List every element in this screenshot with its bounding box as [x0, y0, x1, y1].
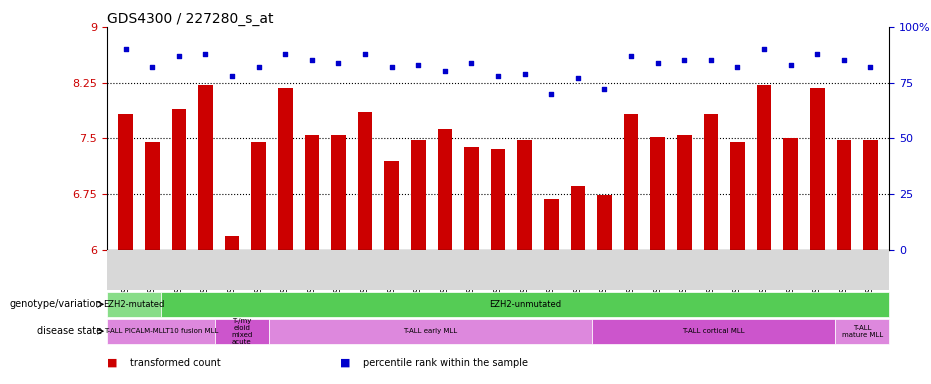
Bar: [107, 319, 215, 344]
Bar: [757, 85, 772, 250]
Point: [836, 57, 851, 63]
Text: T-ALL cortical MLL: T-ALL cortical MLL: [682, 328, 745, 334]
Point: [783, 62, 798, 68]
Point: [810, 51, 825, 57]
Point: [704, 57, 719, 63]
Bar: [171, 109, 186, 250]
Text: percentile rank within the sample: percentile rank within the sample: [363, 358, 528, 368]
Text: EZH2-mutated: EZH2-mutated: [103, 300, 165, 309]
Bar: [491, 149, 506, 250]
Bar: [198, 85, 213, 250]
Bar: [704, 114, 718, 250]
Bar: [863, 140, 878, 250]
Point: [518, 71, 533, 77]
Bar: [810, 88, 825, 250]
Point: [358, 51, 372, 57]
Point: [198, 51, 213, 57]
Bar: [251, 142, 266, 250]
Bar: [358, 112, 372, 250]
Bar: [269, 319, 592, 344]
Bar: [592, 319, 835, 344]
Point: [145, 64, 160, 70]
Text: T-ALL
mature MLL: T-ALL mature MLL: [842, 325, 883, 338]
Bar: [465, 147, 479, 250]
Point: [385, 64, 399, 70]
Point: [571, 75, 586, 81]
Point: [730, 64, 745, 70]
Bar: [837, 140, 851, 250]
Text: T-/my
eloid
mixed
acute: T-/my eloid mixed acute: [231, 318, 252, 345]
Point: [171, 53, 186, 59]
Bar: [145, 142, 159, 250]
Bar: [518, 140, 532, 250]
Text: genotype/variation: genotype/variation: [10, 299, 102, 310]
Point: [411, 62, 425, 68]
Bar: [835, 319, 889, 344]
Bar: [624, 114, 639, 250]
Point: [597, 86, 612, 92]
Text: GDS4300 / 227280_s_at: GDS4300 / 227280_s_at: [107, 12, 274, 26]
Text: EZH2-unmutated: EZH2-unmutated: [489, 300, 561, 309]
Bar: [544, 199, 559, 250]
Bar: [224, 236, 239, 250]
Point: [650, 60, 665, 66]
Point: [491, 73, 506, 79]
Point: [624, 53, 639, 59]
Text: T-ALL PICALM-MLLT10 fusion MLL: T-ALL PICALM-MLLT10 fusion MLL: [104, 328, 218, 334]
Bar: [677, 134, 692, 250]
Point: [304, 57, 319, 63]
Bar: [438, 129, 452, 250]
Point: [277, 51, 292, 57]
Text: ■: ■: [340, 358, 350, 368]
Point: [118, 46, 133, 52]
Bar: [107, 292, 161, 317]
Bar: [304, 134, 319, 250]
Bar: [783, 138, 798, 250]
Bar: [651, 137, 665, 250]
Bar: [118, 114, 133, 250]
Point: [677, 57, 692, 63]
Bar: [331, 134, 345, 250]
Bar: [730, 142, 745, 250]
Point: [464, 60, 479, 66]
Bar: [215, 319, 269, 344]
Point: [544, 91, 559, 97]
Bar: [278, 88, 292, 250]
Bar: [385, 161, 399, 250]
Bar: [571, 187, 586, 250]
Text: transformed count: transformed count: [130, 358, 221, 368]
Bar: [597, 195, 612, 250]
Bar: [411, 140, 425, 250]
Text: disease state: disease state: [37, 326, 102, 336]
Text: T-ALL early MLL: T-ALL early MLL: [403, 328, 458, 334]
Point: [251, 64, 266, 70]
Point: [438, 68, 452, 74]
Point: [224, 73, 239, 79]
Point: [331, 60, 346, 66]
Point: [863, 64, 878, 70]
Text: ■: ■: [107, 358, 117, 368]
Point: [757, 46, 772, 52]
